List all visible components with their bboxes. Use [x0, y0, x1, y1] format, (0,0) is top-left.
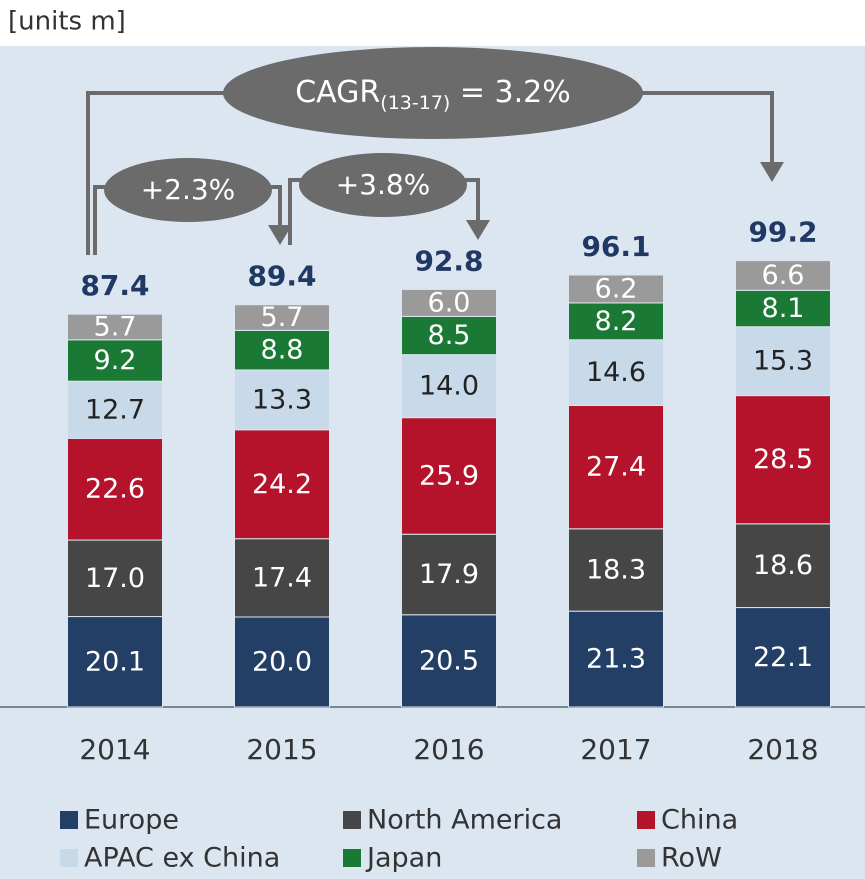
unit-label: [units m] — [8, 7, 126, 37]
total-label: 99.2 — [748, 216, 817, 249]
value-label: 24.2 — [252, 469, 312, 500]
legend-label: Japan — [365, 843, 442, 874]
bar-segment — [234, 616, 330, 708]
value-label: 9.2 — [94, 345, 137, 376]
value-label: 28.5 — [753, 444, 813, 475]
bar-segment — [234, 304, 330, 331]
legend-swatch — [343, 849, 361, 867]
arrow-head — [760, 162, 784, 182]
value-label: 12.7 — [85, 394, 145, 425]
value-label: 25.9 — [419, 460, 479, 491]
bar-segment — [401, 417, 497, 535]
value-label: 13.3 — [252, 384, 312, 415]
bar-segment — [401, 288, 497, 317]
cagr-bracket-right — [640, 91, 774, 165]
bar-segment — [568, 610, 664, 708]
value-label: 20.0 — [252, 647, 312, 678]
value-label: 8.8 — [261, 335, 304, 366]
value-label: 20.5 — [419, 645, 479, 676]
bar-segment — [234, 538, 330, 618]
value-label: 21.3 — [586, 644, 646, 675]
legend-swatch — [637, 811, 655, 829]
growth-ellipse — [299, 153, 467, 217]
bar-segment — [67, 313, 163, 341]
total-label: 92.8 — [414, 244, 483, 277]
arrow-heads — [104, 47, 784, 245]
value-label: 8.5 — [428, 320, 471, 351]
bar-segment — [735, 260, 831, 291]
bar-segment — [67, 380, 163, 439]
cagr-sub: (13-17) — [380, 92, 450, 114]
cagr-ellipse — [223, 47, 643, 139]
value-label: 17.9 — [419, 559, 479, 590]
bracket-2016-right — [460, 178, 480, 223]
value-label: 8.1 — [762, 293, 805, 324]
total-label: 87.4 — [80, 269, 149, 302]
bar-segment — [234, 429, 330, 540]
value-label: 8.2 — [595, 306, 638, 337]
bar-segment — [234, 329, 330, 371]
arrow-head — [466, 220, 490, 240]
value-label: 27.4 — [586, 452, 646, 483]
x-tick-label: 2018 — [747, 733, 818, 766]
bar-segment — [401, 315, 497, 356]
bracket-2016-left — [288, 178, 305, 245]
legend-swatch — [343, 811, 361, 829]
value-label: 22.6 — [85, 474, 145, 505]
value-label: 6.6 — [762, 260, 805, 291]
x-tick-label: 2016 — [413, 733, 484, 766]
bar-segment — [401, 614, 497, 708]
value-label: 22.1 — [753, 642, 813, 673]
value-label: 18.3 — [586, 554, 646, 585]
growth-label: +3.8% — [336, 168, 431, 201]
total-label: 96.1 — [581, 230, 650, 263]
legend-swatch — [60, 849, 78, 867]
bar-segment — [67, 539, 163, 618]
legend-label: Europe — [84, 805, 179, 836]
bar-segment — [401, 533, 497, 616]
value-label: 15.3 — [753, 346, 813, 377]
cagr-suffix: = 3.2% — [450, 75, 570, 110]
x-tick-label: 2015 — [246, 733, 317, 766]
bar-segment — [735, 289, 831, 328]
bar-segment — [735, 395, 831, 525]
bar-segment — [67, 437, 163, 541]
value-label: 5.7 — [94, 311, 137, 342]
legend-label: APAC ex China — [84, 843, 280, 874]
x-tick-label: 2014 — [79, 733, 150, 766]
value-label: 20.1 — [85, 646, 145, 677]
bar-segment — [735, 607, 831, 708]
value-label: 6.0 — [428, 287, 471, 318]
bar-segment — [568, 274, 664, 304]
total-label: 89.4 — [247, 260, 316, 293]
value-label: 14.6 — [586, 357, 646, 388]
cagr-label: CAGR(13-17) = 3.2% — [295, 75, 571, 114]
cagr-bracket-left — [86, 91, 230, 255]
value-label: 5.7 — [261, 302, 304, 333]
value-label: 18.6 — [753, 550, 813, 581]
x-tick-label: 2017 — [580, 733, 651, 766]
legend-swatch — [637, 849, 655, 867]
bar-segment — [568, 528, 664, 612]
cagr-text: CAGR — [295, 75, 380, 110]
bar-segment — [234, 369, 330, 431]
bar-segment — [67, 339, 163, 382]
value-label: 17.4 — [252, 562, 312, 593]
legend-label: RoW — [661, 843, 722, 874]
legend-label: North America — [367, 805, 562, 836]
bar-segment — [568, 302, 664, 341]
value-label: 14.0 — [419, 371, 479, 402]
legend-label: China — [661, 805, 738, 836]
growth-ellipse — [104, 158, 272, 222]
bar-segment — [67, 616, 163, 708]
value-label: 6.2 — [595, 273, 638, 304]
arrow-head — [268, 225, 292, 245]
legend-swatch — [60, 811, 78, 829]
growth-label: +2.3% — [141, 173, 236, 206]
value-label: 17.0 — [85, 563, 145, 594]
bar-segment — [401, 354, 497, 419]
